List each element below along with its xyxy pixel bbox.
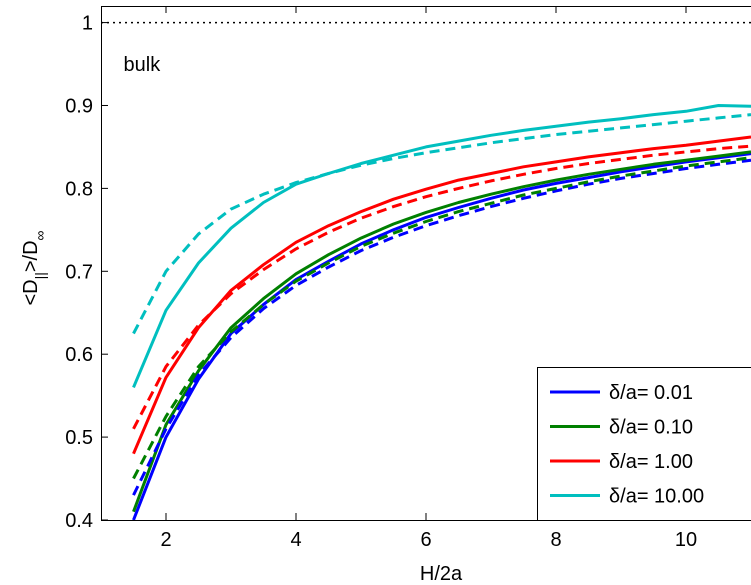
legend-label: δ/a= 0.01 — [609, 382, 693, 404]
y-axis-label-sup: ∞ — [32, 230, 48, 240]
legend-label: δ/a= 0.10 — [609, 417, 693, 439]
y-axis-label: <D||>/D∞ — [20, 230, 48, 305]
legend: δ/a= 0.01 δ/a= 0.10 δ/a= 1.00 δ/a= 10.00 — [537, 367, 751, 521]
axis-ticks: 2 4 6 8 10 0.4 0.5 0.6 0.7 0.8 0.9 1 — [65, 6, 697, 551]
series-line-8-dashed — [132, 113, 751, 335]
plot-frame — [101, 6, 751, 521]
y-tick-label: 0.9 — [65, 95, 93, 117]
bulk-annotation: bulk — [124, 54, 162, 76]
y-axis-label-mid: >/D — [20, 240, 42, 272]
x-tick-label: 8 — [550, 529, 561, 551]
legend-label: δ/a= 1.00 — [609, 451, 693, 473]
series-line-5-dashed — [132, 158, 751, 496]
x-axis-label: H/2a — [420, 563, 463, 585]
series-layer — [132, 104, 751, 520]
x-tick-label: 6 — [420, 529, 431, 551]
x-tick-label: 4 — [290, 529, 301, 551]
y-tick-label: 1 — [82, 13, 93, 35]
series-line-4 — [132, 104, 751, 388]
series-line-2 — [132, 150, 751, 513]
x-tick-label: 2 — [160, 529, 171, 551]
y-tick-label: 0.5 — [65, 427, 93, 449]
legend-label: δ/a= 10.00 — [609, 486, 704, 508]
y-tick-label: 0.4 — [65, 510, 93, 532]
y-axis-label-open: <D — [20, 279, 42, 305]
x-tick-label: 10 — [675, 529, 697, 551]
y-tick-label: 0.7 — [65, 261, 93, 283]
y-tick-label: 0.6 — [65, 344, 93, 366]
y-axis-label-sub: || — [32, 272, 48, 279]
y-tick-label: 0.8 — [65, 178, 93, 200]
legend-items: δ/a= 0.01 δ/a= 0.10 δ/a= 1.00 δ/a= 10.00 — [550, 382, 704, 508]
series-line-6-dashed — [132, 156, 751, 480]
series-line-3 — [132, 135, 751, 455]
series-line-7-dashed — [132, 144, 751, 430]
